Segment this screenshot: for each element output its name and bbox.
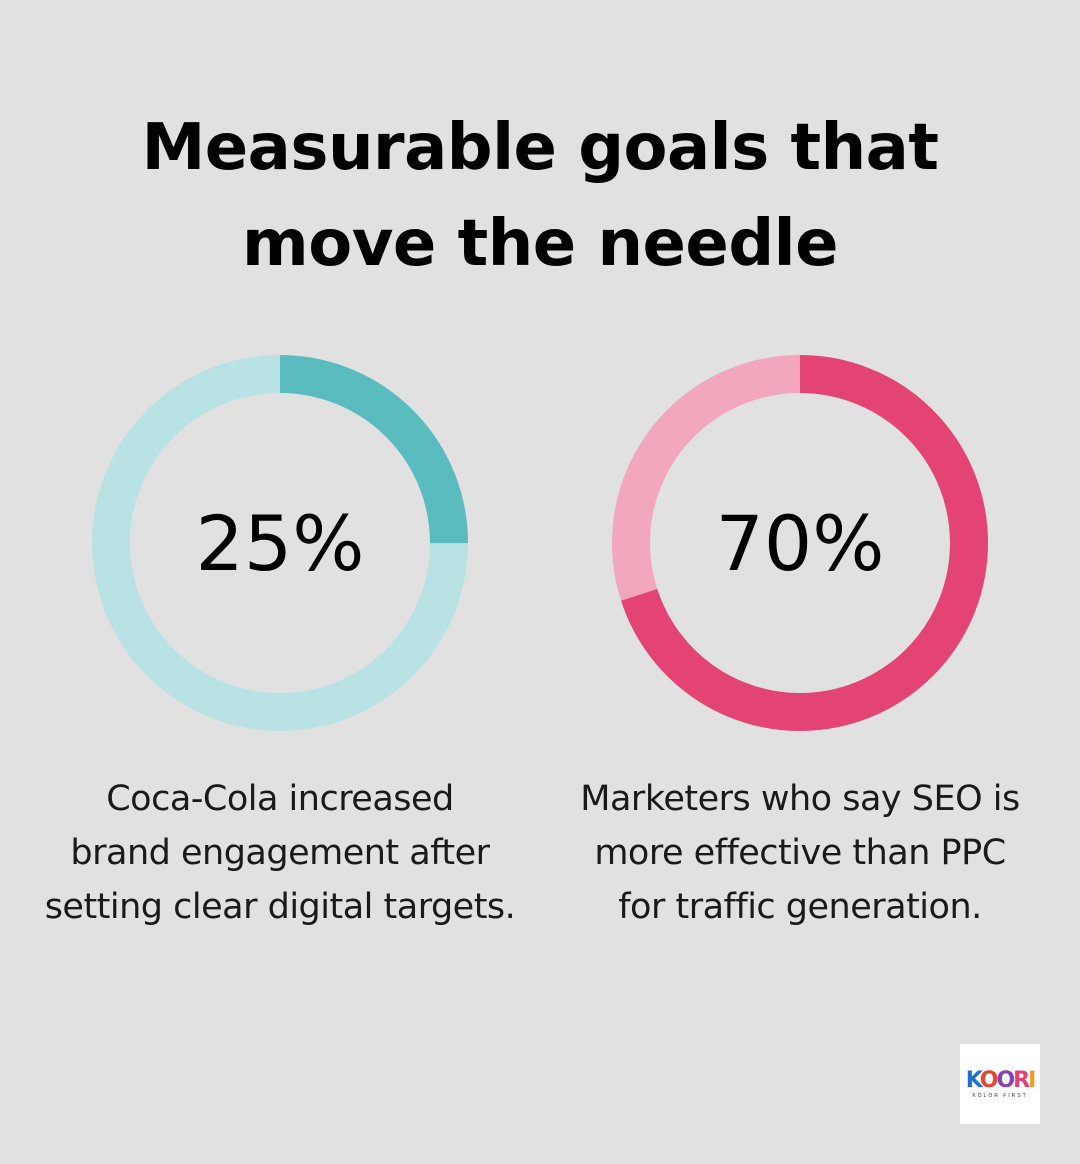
logo-mark: KOORI (965, 1067, 1037, 1093)
percentage-value: 25% (195, 498, 365, 588)
caption-seo: Marketers who say SEO is more effective … (580, 779, 1020, 927)
caption-coca-cola: Coca-Cola increased brand engagement aft… (44, 779, 516, 927)
percentage-value: 70% (715, 498, 885, 588)
title-line-1: Measurable goals that (141, 111, 939, 185)
donut-ring (612, 355, 988, 731)
donut-ring (92, 355, 468, 731)
donut-chart-coca-cola: 25% (92, 355, 468, 731)
donut-chart-seo: 70% (612, 355, 988, 731)
page-title: Measurable goals that move the needle (0, 100, 1080, 292)
brand-logo: KOORI KOLOR FIRST (960, 1044, 1040, 1124)
title-line-2: move the needle (242, 207, 838, 281)
logo-tagline: KOLOR FIRST (972, 1092, 1028, 1099)
